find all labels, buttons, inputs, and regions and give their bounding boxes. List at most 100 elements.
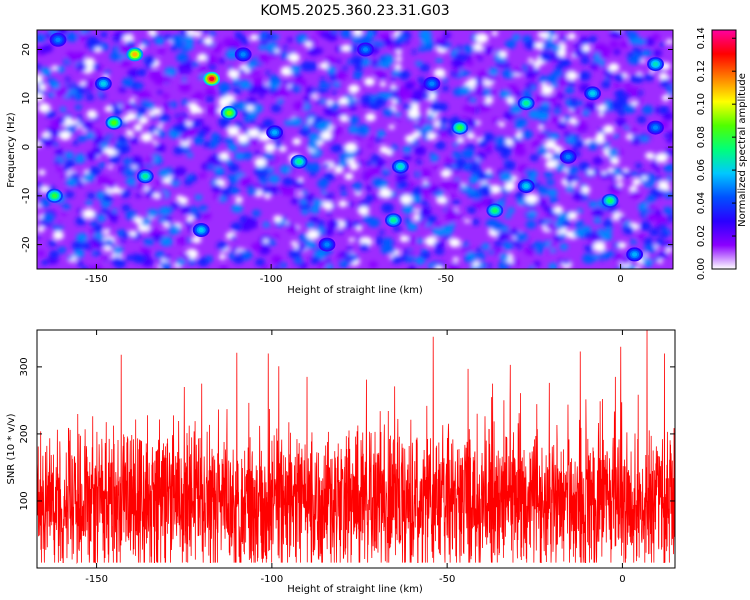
heatmap-speckle [218, 195, 227, 203]
heatmap-speckle [437, 38, 443, 43]
heatmap-speckle [527, 210, 538, 219]
heatmap-speckle [157, 131, 166, 138]
heatmap-speckle [108, 165, 114, 170]
heatmap-speckle [157, 123, 164, 129]
heatmap-speckle [355, 189, 362, 194]
heatmap-speckle [581, 40, 590, 47]
heatmap-speckle [374, 69, 385, 78]
heatmap-speckle [440, 130, 449, 137]
heatmap-speckle [578, 71, 591, 82]
x-tick-label: -50 [439, 574, 455, 585]
heatmap-speckle [169, 101, 178, 108]
heatmap-speckle [112, 246, 124, 255]
heatmap-speckle [512, 240, 520, 247]
heatmap-speckle [78, 120, 84, 125]
x-tick-label: -100 [261, 574, 284, 585]
heatmap-speckle [553, 145, 563, 153]
heatmap-speckle [136, 106, 147, 116]
heatmap-speckle [591, 207, 605, 218]
heatmap-speckle [603, 124, 615, 134]
heatmap-speckle [231, 203, 243, 213]
heatmap-speckle [181, 77, 187, 82]
heatmap-speckle [424, 38, 431, 44]
heatmap-speckle [429, 152, 435, 157]
heatmap-x-axis: -150 -100 -50 0 [85, 30, 624, 285]
heatmap-speckle [481, 243, 490, 250]
heatmap-speckle [403, 103, 413, 111]
heatmap-speckle [303, 123, 310, 129]
heatmap-speckle [589, 201, 598, 208]
heatmap-speckle [433, 68, 446, 78]
heatmap-speckle [37, 235, 41, 240]
heatmap-peak-ring [652, 61, 659, 67]
heatmap-speckle [367, 143, 373, 148]
x-tick-label: -50 [438, 274, 454, 285]
heatmap-speckle [605, 227, 613, 233]
heatmap-speckle [85, 88, 92, 94]
heatmap-peak-ring [198, 227, 204, 233]
heatmap-speckle [283, 80, 289, 85]
heatmap-speckle [557, 212, 569, 222]
heatmap-speckle [288, 53, 300, 63]
x-tick-label: 0 [617, 274, 623, 285]
heatmap-speckle [251, 103, 263, 113]
heatmap-speckle [258, 94, 264, 99]
snr-series-line [37, 330, 675, 564]
heatmap-speckle [287, 224, 299, 234]
heatmap-speckle [551, 43, 561, 52]
heatmap-speckle [383, 92, 393, 100]
heatmap-speckle [84, 57, 95, 67]
heatmap-speckle [83, 169, 90, 174]
heatmap-speckle [613, 133, 619, 139]
heatmap-speckle [644, 73, 654, 82]
heatmap-speckle [130, 155, 143, 166]
heatmap-speckle [38, 47, 48, 55]
heatmap-speckle [642, 258, 654, 267]
heatmap-speckle [594, 43, 608, 54]
heatmap-speckle [129, 97, 136, 103]
heatmap-speckle [67, 255, 74, 261]
heatmap-speckle [37, 74, 43, 84]
heatmap-speckle [56, 65, 65, 73]
heatmap-speckle [665, 247, 673, 253]
heatmap-speckle [453, 67, 461, 73]
heatmap-speckle [72, 176, 79, 182]
heatmap-speckle [290, 116, 302, 127]
heatmap-speckle [571, 181, 578, 187]
heatmap-speckle [445, 156, 455, 165]
heatmap-speckle [615, 117, 627, 127]
heatmap-speckle [76, 62, 87, 72]
heatmap-speckle [468, 175, 480, 184]
heatmap-speckle [152, 107, 162, 115]
heatmap-speckle [139, 90, 151, 101]
heatmap-speckle [478, 186, 492, 197]
heatmap-speckle [140, 132, 153, 143]
heatmap-speckle [584, 244, 593, 252]
heatmap-speckle [128, 230, 137, 237]
heatmap-speckle [320, 77, 326, 82]
heatmap-speckle [43, 137, 55, 147]
heatmap-speckle [297, 191, 303, 196]
heatmap-speckle [315, 99, 322, 105]
heatmap-peak-ring [523, 183, 529, 189]
heatmap-speckle [109, 52, 121, 61]
heatmap-speckle [607, 167, 614, 173]
heatmap-speckle [645, 152, 655, 160]
heatmap-speckle [399, 181, 409, 189]
heatmap-speckle [221, 187, 232, 196]
heatmap-speckle [174, 166, 187, 176]
heatmap-speckle [432, 98, 439, 104]
heatmap-speckle [61, 211, 67, 216]
heatmap-speckle [658, 72, 669, 81]
heatmap-speckle [262, 221, 270, 228]
heatmap-speckle [411, 49, 417, 54]
heatmap-speckle [632, 178, 642, 186]
heatmap-speckle [192, 136, 204, 145]
heatmap-speckle [218, 57, 226, 64]
heatmap-speckle [65, 159, 76, 168]
heatmap-speckle [106, 210, 114, 217]
heatmap-speckle [335, 112, 341, 117]
heatmap-speckle [438, 117, 449, 125]
heatmap-speckle [79, 30, 87, 35]
heatmap-speckle [167, 224, 181, 235]
